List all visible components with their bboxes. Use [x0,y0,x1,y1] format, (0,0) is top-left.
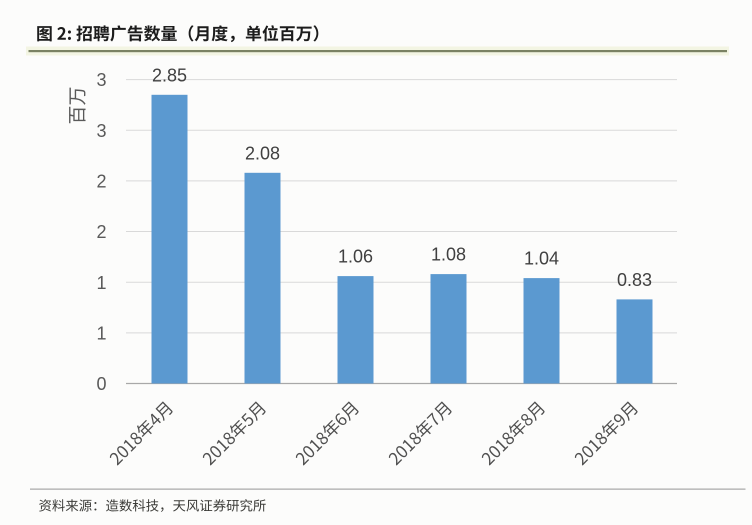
svg-text:1: 1 [96,324,106,344]
svg-text:2.85: 2.85 [152,65,187,85]
svg-text:0: 0 [96,374,106,394]
svg-text:3: 3 [96,70,106,90]
svg-text:2: 2 [96,222,106,242]
svg-text:1.08: 1.08 [431,245,466,265]
svg-text:3: 3 [96,121,106,141]
svg-text:0.83: 0.83 [617,270,652,290]
svg-text:1.04: 1.04 [524,249,559,269]
svg-text:2: 2 [96,172,106,192]
svg-text:2.08: 2.08 [245,143,280,163]
svg-text:1: 1 [96,273,106,293]
svg-text:1.06: 1.06 [338,247,373,267]
